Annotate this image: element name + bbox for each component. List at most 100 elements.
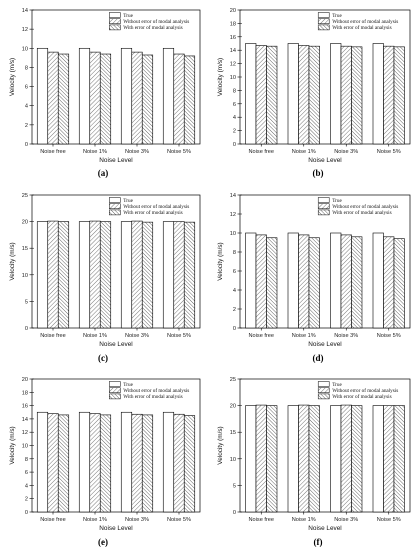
legend-label: Without error of modal analysis	[332, 387, 398, 394]
legend-label: Without error of modal analysis	[332, 18, 398, 25]
bar	[245, 405, 257, 513]
y-axis-label: Velocity (m/s)	[9, 426, 16, 464]
y-tick-label: 2	[233, 307, 236, 313]
y-tick-label: 0	[233, 510, 236, 516]
chart-panel: 0 2 4 6 8 10 12 14 16 18 20 Noise free Noise 1% Noise…	[217, 8, 411, 178]
y-axis-label: Velocity (m/s)	[9, 242, 16, 280]
bar	[372, 232, 384, 329]
panel-caption: (d)	[313, 353, 324, 363]
y-tick-label: 10	[230, 231, 236, 237]
panel-caption: (f)	[314, 537, 323, 547]
chart-panel: 0 2 4 6 8 10 12 14 Noise free Noise 1% Noise 3% Noi…	[217, 193, 411, 363]
legend-label: True	[123, 198, 133, 204]
y-tick-label: 2	[25, 123, 28, 129]
plot-frame	[31, 9, 201, 145]
bar	[308, 45, 320, 145]
chart-panel: 0 2 4 6 8 10 12 14 Noise free Noise 1% Noise 3% Noi…	[9, 8, 201, 178]
bar	[120, 47, 133, 145]
legend-label: Without error of modal analysis	[123, 18, 189, 25]
legend-label: With error of modal analysis	[123, 393, 182, 400]
y-tick-label: 2	[25, 497, 28, 503]
bar	[173, 413, 185, 513]
x-tick-label: Noise 5%	[167, 149, 191, 155]
bar	[131, 220, 143, 329]
x-axis-label: Noise Level	[308, 341, 341, 348]
chart-panel: 0 5 10 15 20 25 Noise free Noise 1% Noise 3% Nois…	[9, 193, 201, 363]
bar	[308, 405, 320, 513]
y-tick-label: 18	[22, 390, 28, 396]
bar	[173, 53, 185, 145]
legend-swatch	[317, 209, 330, 216]
bar	[57, 414, 70, 513]
legend-label: Without error of modal analysis	[332, 203, 398, 210]
bar	[298, 234, 310, 329]
bar	[78, 47, 91, 145]
y-tick-label: 12	[230, 212, 236, 218]
x-axis-label: Noise Level	[99, 157, 132, 164]
x-tick-label: Noise 1%	[292, 333, 316, 339]
bar	[372, 405, 384, 513]
y-tick-label: 20	[22, 377, 28, 383]
y-tick-label: 20	[230, 8, 236, 14]
bar	[255, 45, 267, 145]
x-tick-label: Noise 5%	[377, 517, 401, 523]
x-tick-label: Noise 1%	[83, 517, 107, 523]
x-tick-label: Noise 3%	[125, 149, 149, 155]
x-tick-label: Noise 3%	[334, 149, 358, 155]
x-axis-label: Noise Level	[308, 157, 341, 164]
x-tick-label: Noise free	[40, 149, 66, 155]
y-tick-label: 4	[233, 288, 236, 294]
bar	[340, 45, 352, 145]
y-tick-label: 10	[230, 457, 236, 463]
y-tick-label: 14	[230, 48, 236, 54]
bar	[266, 237, 278, 329]
x-tick-label: Noise 1%	[292, 517, 316, 523]
bar	[351, 236, 363, 329]
legend-swatch	[109, 393, 121, 400]
y-tick-label: 16	[230, 35, 236, 41]
legend-swatch	[109, 387, 121, 393]
y-tick-label: 5	[25, 299, 28, 305]
bar	[57, 221, 70, 329]
y-tick-label: 25	[230, 377, 236, 383]
legend-label: With error of modal analysis	[332, 24, 391, 31]
legend-label: True	[332, 13, 342, 19]
bar	[78, 221, 91, 329]
x-tick-label: Noise free	[249, 517, 275, 523]
bar	[393, 238, 405, 329]
bar	[183, 221, 196, 329]
y-tick-label: 0	[233, 326, 236, 332]
y-tick-label: 18	[230, 21, 236, 27]
legend-swatch	[317, 203, 330, 209]
legend-swatch	[317, 393, 330, 400]
bar	[89, 413, 101, 513]
legend-label: Without error of modal analysis	[123, 387, 189, 394]
y-axis-label: Velocity (m/s)	[9, 58, 16, 96]
y-tick-label: 12	[22, 430, 28, 436]
y-tick-label: 6	[233, 102, 236, 108]
y-tick-label: 10	[230, 75, 236, 81]
x-tick-label: Noise 5%	[377, 149, 401, 155]
y-axis-label: Velocity (m/s)	[217, 426, 224, 464]
y-tick-label: 6	[233, 269, 236, 275]
legend-swatch	[109, 197, 121, 203]
legend-swatch	[317, 12, 330, 18]
x-tick-label: Noise 3%	[125, 333, 149, 339]
bar	[162, 411, 175, 513]
bar	[173, 221, 185, 329]
x-tick-label: Noise free	[249, 333, 275, 339]
bar	[330, 405, 342, 513]
bar	[287, 405, 299, 513]
x-tick-label: Noise 1%	[292, 149, 316, 155]
bar	[308, 237, 320, 329]
legend-swatch	[109, 18, 121, 24]
legend-label: True	[123, 13, 133, 19]
legend-swatch	[317, 24, 330, 31]
legend-label: With error of modal analysis	[332, 209, 391, 216]
y-tick-label: 4	[25, 104, 28, 110]
y-tick-label: 6	[25, 85, 28, 91]
plot-frame	[239, 378, 411, 513]
bar	[298, 404, 310, 513]
y-tick-label: 20	[230, 404, 236, 410]
x-tick-label: Noise 5%	[167, 517, 191, 523]
